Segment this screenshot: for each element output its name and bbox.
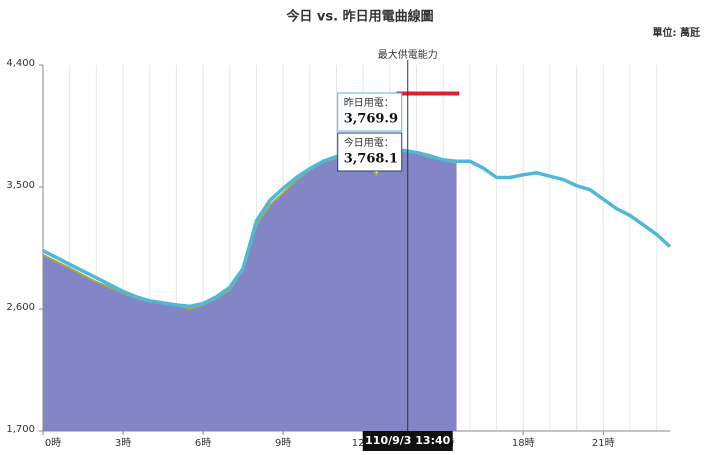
time-box xyxy=(362,431,453,451)
x-tick-label: 0時 xyxy=(45,437,61,449)
tooltip-box xyxy=(337,92,403,132)
x-tick-label: 18時 xyxy=(512,437,535,449)
tooltip-value: 3,768.1 xyxy=(344,152,398,167)
y-tick-label: 4,400 xyxy=(6,58,35,69)
tooltip-name: 昨日用電： xyxy=(344,97,394,109)
y-tick-label: 2,600 xyxy=(6,302,35,313)
y-tick-label: 3,500 xyxy=(6,180,35,191)
x-tick-label: 21時 xyxy=(592,437,615,449)
y-tick-label: 1,700 xyxy=(6,424,35,435)
unit-label: 單位: 萬瓩 xyxy=(653,26,700,39)
x-tick-label: 9時 xyxy=(275,437,291,449)
tooltip-value: 3,769.9 xyxy=(344,112,398,127)
chart-title: 今日 vs. 昨日用電曲線圖 xyxy=(285,9,433,25)
time-label: 110/9/3 13:40 xyxy=(365,434,450,447)
tooltip-name: 今日用電： xyxy=(344,136,394,149)
x-tick-label: 3時 xyxy=(115,437,131,449)
x-tick-label: 6時 xyxy=(195,437,211,449)
area-fill xyxy=(43,150,457,432)
tooltip-box xyxy=(337,132,403,172)
max-supply-label: 最大供電能力 xyxy=(378,48,438,61)
